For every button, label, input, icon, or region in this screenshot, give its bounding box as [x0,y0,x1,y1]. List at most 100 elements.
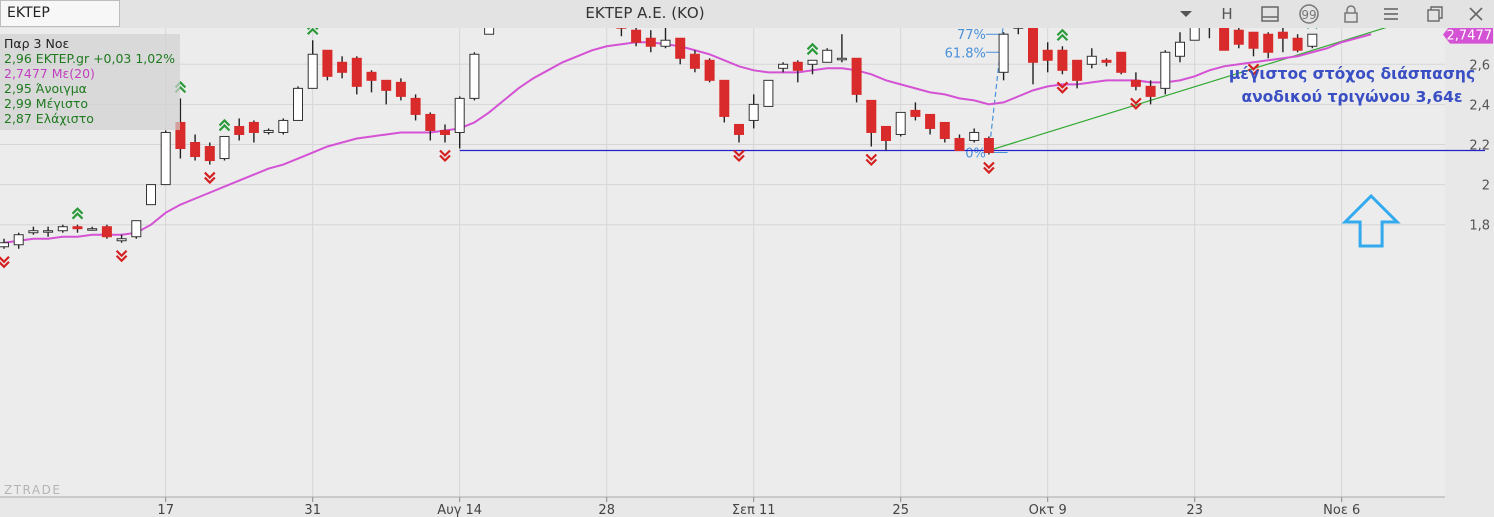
up-arrow-marker [1056,28,1069,42]
candle-down [792,61,803,71]
candle-up [1160,51,1171,89]
candle-down [734,123,744,135]
x-tick-label: 31 [304,503,321,517]
watermark: ZTRADE [4,483,61,497]
x-tick-label: Νοε 6 [1323,503,1360,517]
chevron-down-icon[interactable] [1173,3,1199,25]
ma-line [3,33,1372,244]
candle-down [425,113,436,131]
candle-down [381,79,392,91]
legend-panel: Παρ 3 Νοε 2,96 EKTEP.gr +0,03 1,02% 2,74… [0,34,180,130]
x-tick-label: 28 [598,503,615,517]
target-annotation: μέγιστος στόχος διάσπασης ανοδικού τριγώ… [1222,63,1482,109]
close-icon[interactable] [1463,3,1489,25]
y-axis-area [1445,28,1494,517]
legend-high: 2,99 Μέγιστο [4,96,89,111]
candle-up [1307,33,1318,47]
candle-up [998,33,1009,73]
down-arrow-marker [1247,63,1260,76]
breakout-arrow-icon [1341,193,1401,248]
down-arrow-marker [115,249,128,263]
candle-up [748,103,759,121]
fib-diagonal [988,28,1004,153]
x-tick-label: 23 [1186,503,1203,517]
window-icon[interactable] [1257,3,1283,25]
candle-down [1057,49,1068,71]
candle-down [248,121,259,133]
candle-down [395,81,406,97]
candle-down [337,61,348,73]
h-button[interactable]: H [1221,5,1233,23]
candle-down [925,113,936,129]
trendline [988,28,1387,152]
candle-up [484,28,495,35]
candle-down [983,137,994,154]
up-arrow-marker [71,207,84,220]
down-arrow-marker [1130,97,1142,110]
candle-up [43,230,54,233]
candle-down [719,79,730,117]
legend-open: 2,95 Άνοιγμα [4,81,87,96]
candle-down [1248,31,1259,49]
x-tick-label: Αυγ 14 [437,503,482,517]
candle-down [689,53,700,69]
toolbar: EKTEP ΕΚΤΕΡ Α.Ε. (ΚΟ) H 99 [0,0,1494,29]
candle-up [263,129,274,133]
candle-down [866,99,877,133]
candle-down [101,226,112,238]
candle-up [969,131,980,141]
chart-title: ΕΚΤΕΡ Α.Ε. (ΚΟ) [585,4,705,22]
candle-down [72,226,83,230]
candle-up [895,111,906,135]
candle-down [1042,49,1053,61]
candle-down [704,59,715,81]
legend-date: Παρ 3 Νοε [4,36,70,51]
candle-up [1189,28,1200,41]
candle-up [160,131,171,186]
candle-down [204,146,215,162]
up-arrow-marker [306,28,319,36]
candle-down [1130,79,1141,87]
candle-down [1116,51,1127,73]
down-arrow-marker [204,171,216,185]
candle-down [1233,29,1244,45]
quote-icon[interactable]: 99 [1296,3,1322,25]
candle-down [190,141,201,158]
candle-down [234,125,245,135]
candle-up [131,220,142,238]
down-arrow-marker [1056,81,1069,94]
candle-down [1101,59,1112,63]
svg-text:99: 99 [1301,8,1316,22]
y-tick-label: 1,8 [1469,219,1490,234]
candle-up [469,53,480,99]
ma-badge [1443,28,1493,44]
candle-down [939,121,950,139]
candle-down [1072,59,1083,81]
x-tick-label: 25 [892,503,909,517]
candle-up [660,39,671,47]
candle-up [0,242,9,248]
restore-window-icon[interactable] [1421,3,1447,25]
candle-down [1263,33,1274,53]
down-arrow-marker [983,161,995,175]
down-arrow-marker [0,255,10,269]
down-arrow-marker [439,149,451,163]
fib-level-label: 0% [965,147,986,162]
candle-up [278,119,289,133]
candle-up [219,135,230,160]
candle-up [116,238,127,242]
symbol-input[interactable]: EKTEP [0,0,120,27]
y-tick-label: 2,4 [1469,98,1490,113]
candle-down [851,57,862,95]
legend-price: 2,96 EKTEP.gr +0,03 1,02% [4,51,176,66]
candle-down [881,125,891,141]
lock-icon[interactable] [1338,3,1364,25]
candle-down [175,121,186,150]
menu-icon[interactable] [1378,3,1404,25]
candle-down [366,71,377,81]
legend-ma: 2,7477 Με(20) [4,66,95,81]
candle-up [57,226,68,232]
candle-down [440,129,450,135]
